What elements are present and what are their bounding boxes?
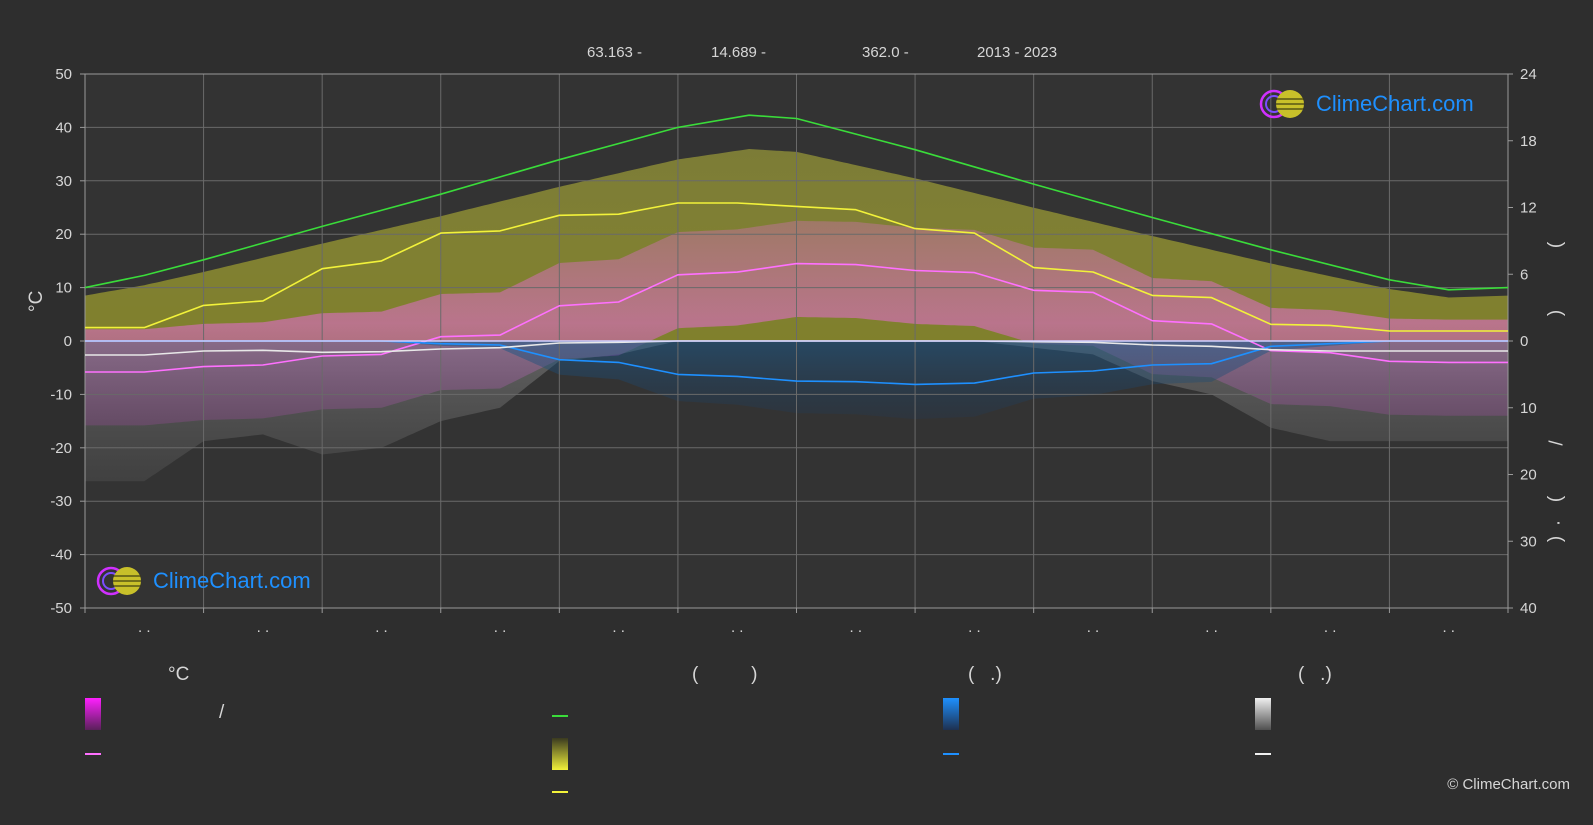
logo-top[interactable]: ClimeChart.com [1258, 88, 1474, 120]
x-tick-label: . . [257, 619, 270, 636]
climechart-logo-icon [96, 566, 141, 596]
x-tick-label: . . [731, 619, 744, 636]
y-tick-label-right: 10 [1520, 400, 1537, 417]
x-tick-label: . . [138, 619, 151, 636]
right-axis-slash: / [1546, 440, 1568, 446]
x-tick-label: . . [1442, 619, 1455, 636]
x-tick-label: . . [1087, 619, 1100, 636]
legend-rain-line [943, 753, 959, 755]
y-tick-label-left: 20 [55, 226, 72, 243]
y-tick-label-left: -30 [50, 493, 72, 510]
y-tick-label-right: 24 [1520, 66, 1537, 83]
right-axis-open-paren: ( [1545, 241, 1567, 249]
y-tick-label-left: -50 [50, 600, 72, 617]
y-tick-label-left: 10 [55, 280, 72, 297]
y-tick-label-left: -10 [50, 386, 72, 403]
legend-rain-swatch [943, 698, 959, 730]
legend-snow-line [1255, 753, 1271, 755]
y-tick-label-right: 0 [1520, 333, 1528, 350]
right-axis-lower-dot: · [1548, 519, 1570, 527]
left-axis-unit: °C [26, 290, 47, 312]
x-tick-label: . . [1324, 619, 1337, 636]
legend-temp-range-sep: / [219, 702, 225, 723]
longitude: 14.689 - [711, 44, 767, 61]
y-tick-label-right: 40 [1520, 600, 1537, 617]
legend-sunshine-line [552, 791, 568, 793]
legend-temp-head: °C [168, 664, 190, 685]
elevation: 362.0 - [862, 44, 909, 61]
year-range: 2013 - 2023 [977, 44, 1058, 61]
logo-text: ClimeChart.com [1316, 91, 1474, 116]
legend-snow-swatch [1255, 698, 1271, 730]
legend-daylight-head: ( ) [692, 664, 758, 685]
y-tick-label-right: 30 [1520, 533, 1537, 550]
y-tick-label-right: 6 [1520, 266, 1528, 283]
right-axis-lower-open: ( [1545, 495, 1567, 503]
legend-rain-head: ( .) [968, 664, 1002, 685]
legend-snow-head: ( .) [1298, 664, 1332, 685]
logo-bottom[interactable]: ClimeChart.com [95, 565, 311, 597]
legend-temp-mean-line [85, 753, 101, 755]
x-tick-label: . . [612, 619, 625, 636]
y-tick-label-left: -40 [50, 547, 72, 564]
right-axis-close-paren: ) [1545, 309, 1567, 317]
latitude: 63.163 - [587, 44, 643, 61]
daylight-line [85, 114, 1508, 291]
y-tick-label-right: 12 [1520, 200, 1537, 217]
y-tick-label-right: 20 [1520, 467, 1537, 484]
x-tick-label: . . [375, 619, 388, 636]
y-tick-label-left: 0 [64, 333, 72, 350]
temp-mean-line [85, 262, 1508, 373]
y-tick-label-left: -20 [50, 440, 72, 457]
sunshine-line [85, 202, 1508, 332]
x-tick-label: . . [968, 619, 981, 636]
legend-temp-range-swatch [85, 698, 101, 730]
y-tick-label-left: 30 [55, 173, 72, 190]
x-tick-label: . . [1205, 619, 1218, 636]
y-tick-label-right: 18 [1520, 133, 1537, 150]
legend-sunshine-swatch [552, 738, 568, 770]
legend-daylight-line [552, 715, 568, 717]
x-tick-label: . . [494, 619, 507, 636]
right-axis-lower-close: ) [1545, 535, 1567, 543]
copyright: © ClimeChart.com [1447, 776, 1570, 793]
x-tick-label: . . [850, 619, 863, 636]
y-tick-label-left: 40 [55, 119, 72, 136]
climechart-logo-icon [1259, 89, 1304, 119]
logo-text: ClimeChart.com [153, 568, 311, 593]
y-tick-label-left: 50 [55, 66, 72, 83]
